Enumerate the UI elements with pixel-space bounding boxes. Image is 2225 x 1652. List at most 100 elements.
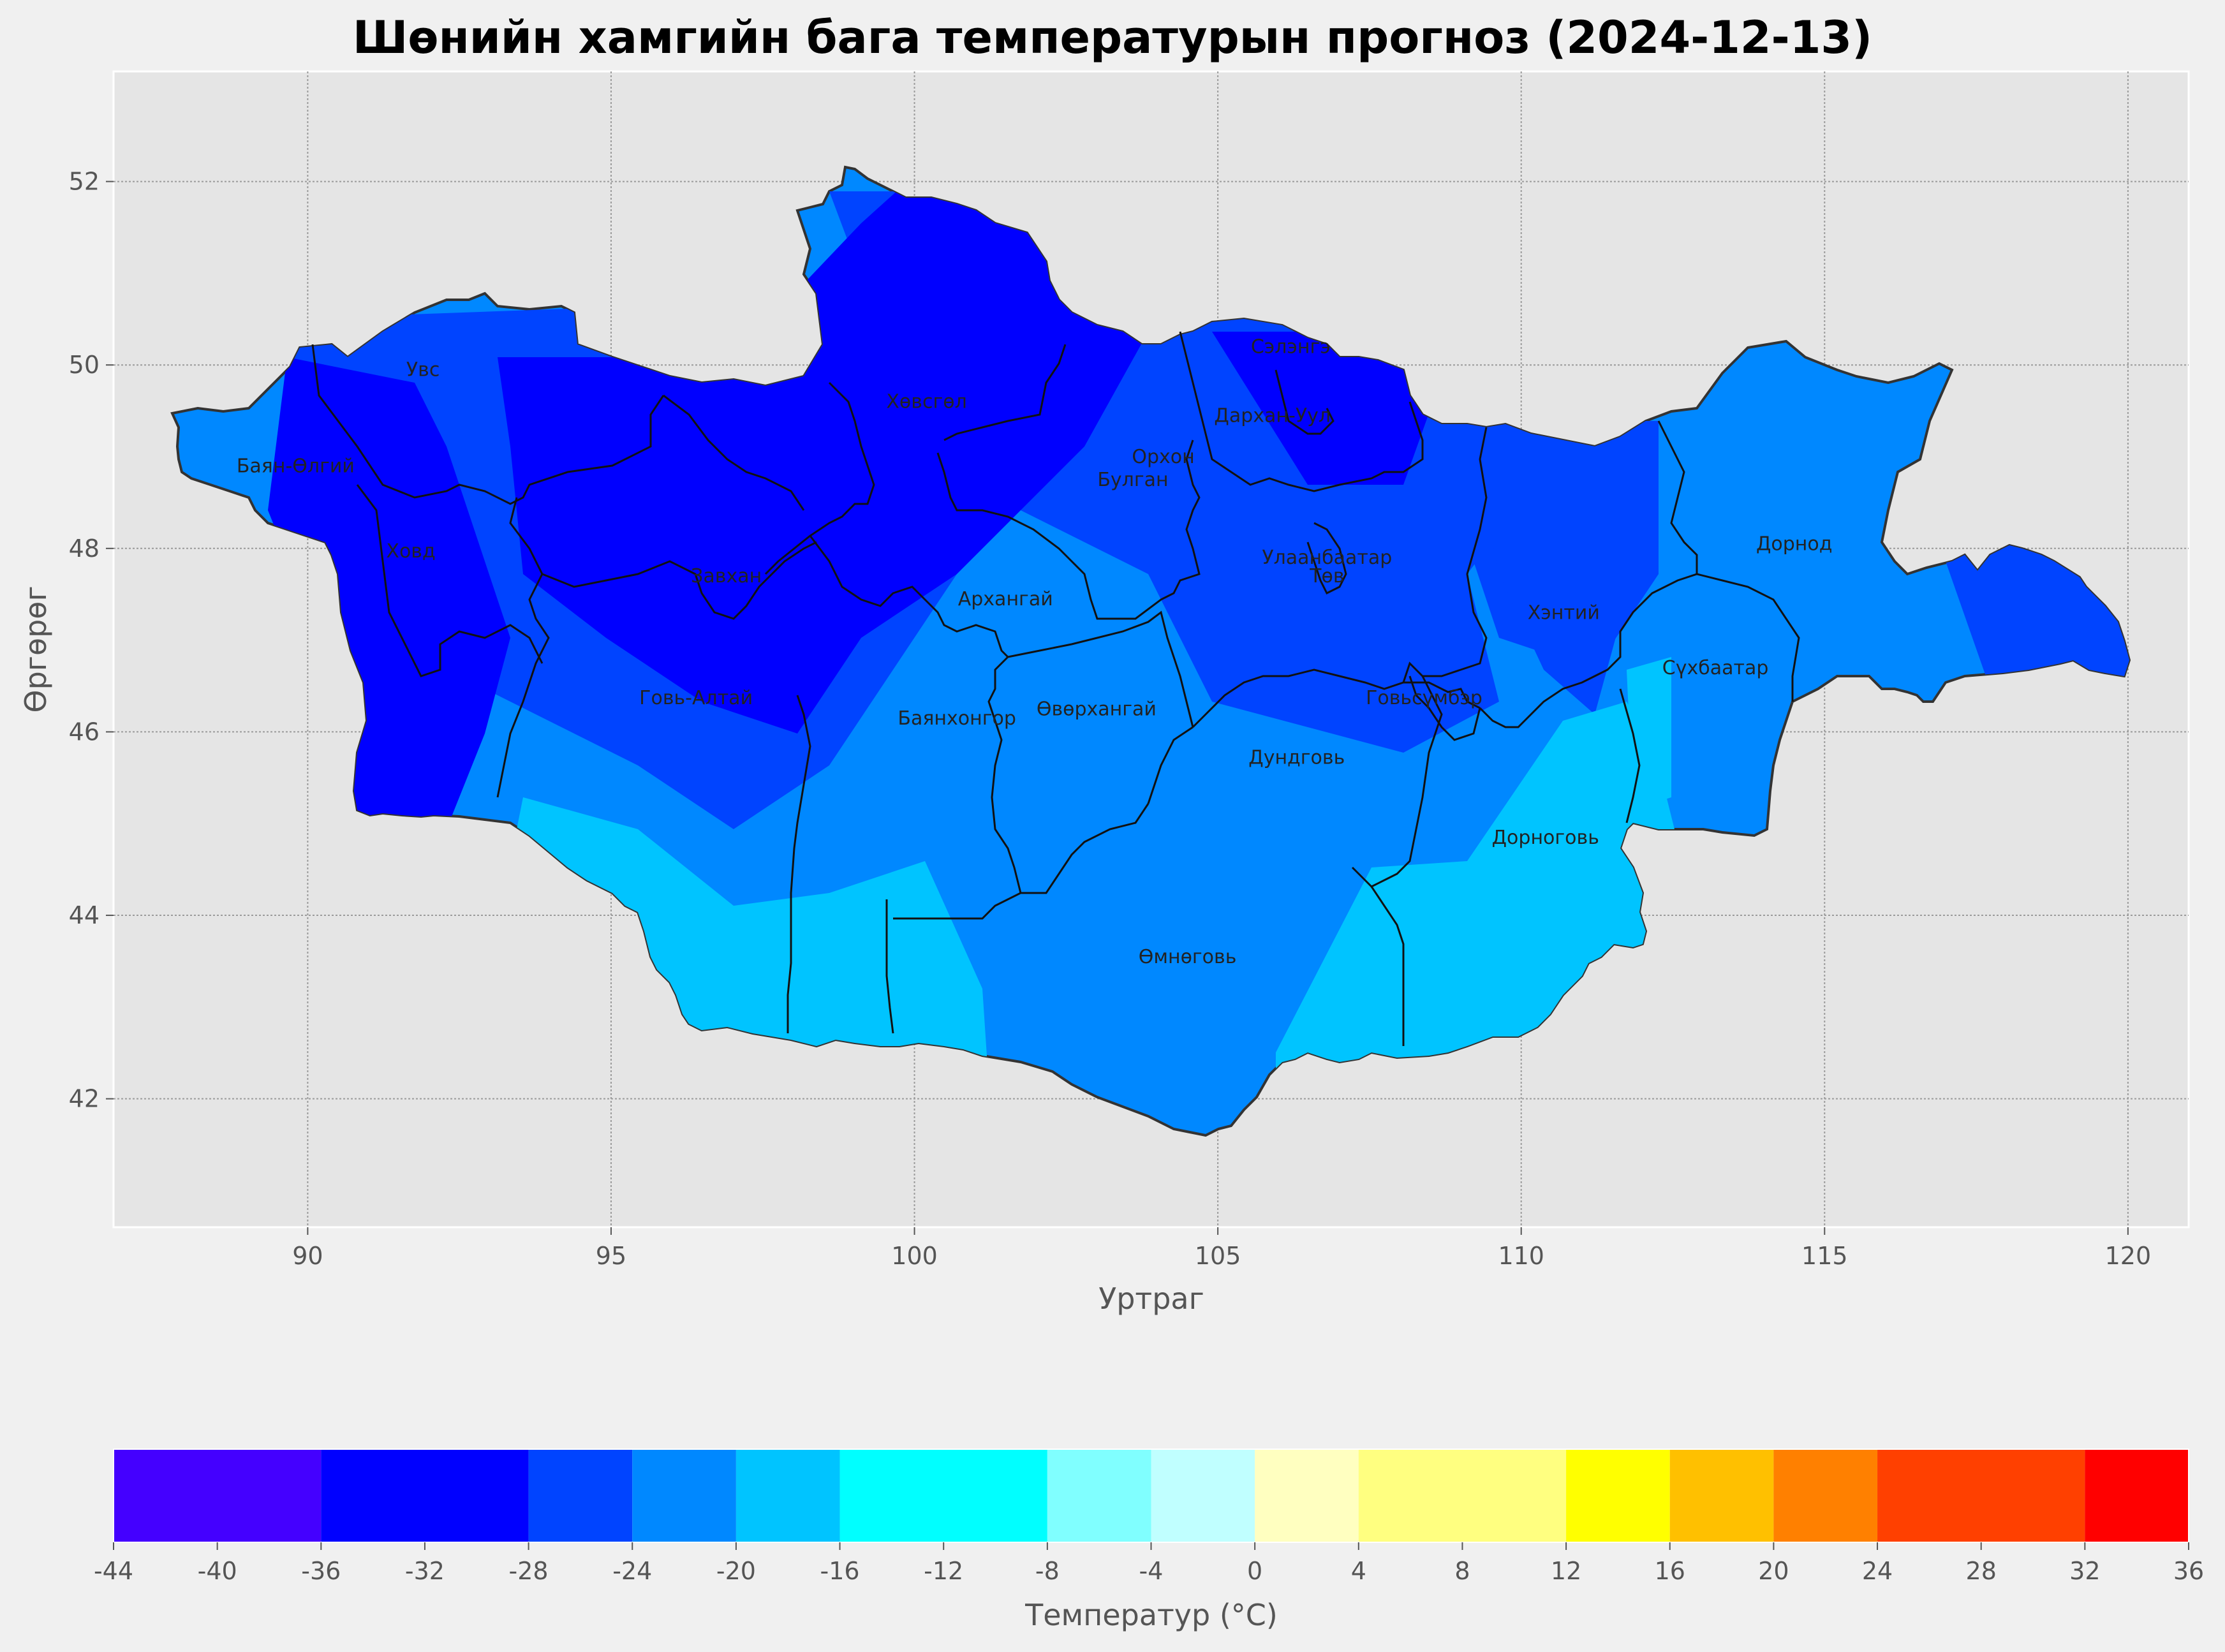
x-tick-label: 115 <box>1801 1242 1848 1270</box>
colorbar-tick-label: 24 <box>1862 1557 1893 1585</box>
province-border <box>764 381 875 575</box>
colorbar-segment <box>839 1449 1047 1542</box>
province-border <box>1007 610 1194 728</box>
colorbar-tick-label: 36 <box>2173 1557 2204 1585</box>
province-border <box>1619 688 1641 823</box>
province-border <box>1696 573 1800 702</box>
province-border <box>496 573 550 798</box>
colorbar-segment <box>1669 1449 1774 1542</box>
colorbar-segment <box>528 1449 633 1542</box>
y-tick-label: 48 <box>69 535 100 563</box>
y-tick-label: 46 <box>69 718 100 746</box>
province-label: Дундговь <box>1248 747 1345 769</box>
y-axis-ticks: 42 44 46 48 50 52 <box>69 168 114 1113</box>
colorbar-tick-label: -20 <box>716 1557 756 1585</box>
colorbar-segment <box>1047 1449 1151 1542</box>
province-label: Хөвсгөл <box>886 391 966 413</box>
colorbar-tick-label: 20 <box>1758 1557 1789 1585</box>
colorbar-segment <box>1255 1449 1359 1542</box>
province-border <box>1192 668 1481 728</box>
province-label: Баянхонгор <box>898 707 1016 730</box>
x-tick-label: 105 <box>1195 1242 1241 1270</box>
province-border <box>509 497 817 620</box>
x-tick-label: 110 <box>1498 1242 1544 1270</box>
province-label: Увс <box>406 358 440 381</box>
colorbar-tick-label: -4 <box>1139 1557 1164 1585</box>
colorbar: -44 -40 -36 -32 -28 -24 -20 -16 -12 -8 -4 0 4 8 12 16 20… <box>94 1449 2204 1585</box>
province-border <box>936 439 1201 620</box>
colorbar-segment <box>2085 1449 2189 1542</box>
province-label: Говьсүмбэр <box>1366 687 1482 709</box>
colorbar-tick-label: 32 <box>2069 1557 2100 1585</box>
province-label: Баян-Өлгий <box>237 455 355 477</box>
province-borders <box>311 331 1800 1046</box>
province-border <box>356 484 543 677</box>
province-border <box>885 899 894 1034</box>
province-border <box>893 803 1149 920</box>
province-border <box>663 394 805 511</box>
colorbar-tick-label: -24 <box>612 1557 652 1585</box>
y-tick-label: 50 <box>69 351 100 379</box>
x-tick-label: 120 <box>2105 1242 2152 1270</box>
colorbar-tick-label: -40 <box>198 1557 237 1585</box>
x-axis-label: Уртраг <box>1098 1281 1204 1316</box>
province-border <box>1147 726 1194 804</box>
colorbar-tick-label: -8 <box>1035 1557 1060 1585</box>
province-border <box>1275 369 1334 435</box>
colorbar-tick-label: 4 <box>1351 1557 1366 1585</box>
province-border <box>1479 420 1698 728</box>
province-label: Орхон <box>1132 446 1194 468</box>
colorbar-tick-label: -12 <box>924 1557 963 1585</box>
province-border <box>943 344 1067 441</box>
province-border <box>809 535 1009 658</box>
province-label: Өмнөговь <box>1139 946 1237 968</box>
province-border <box>987 656 1022 894</box>
colorbar-tick-label: 0 <box>1247 1557 1262 1585</box>
zone-minus28-hentii <box>1467 421 1659 714</box>
province-border <box>311 344 665 505</box>
colorbar-segment <box>736 1449 840 1542</box>
colorbar-tick-label: 8 <box>1454 1557 1470 1585</box>
x-axis-ticks: 90 95 100 105 110 115 120 <box>292 1227 2151 1270</box>
y-tick-label: 42 <box>69 1085 100 1113</box>
colorbar-segment <box>1877 1449 2085 1542</box>
colorbar-tick-label: -36 <box>301 1557 341 1585</box>
province-label: Дархан-Уул <box>1214 404 1331 427</box>
colorbar-tick-label: -44 <box>94 1557 133 1585</box>
province-label: Булган <box>1097 469 1168 491</box>
province-label: Ховд <box>386 540 435 563</box>
y-axis-label: Өргөрөг <box>18 586 53 712</box>
province-label: Завхан <box>691 565 762 587</box>
colorbar-segment <box>1151 1449 1255 1542</box>
colorbar-tick-label: 16 <box>1655 1557 1685 1585</box>
colorbar-tick-label: -28 <box>509 1557 549 1585</box>
colorbar-segment <box>1773 1449 1878 1542</box>
province-label: Хэнтий <box>1528 601 1600 624</box>
colorbar-segment <box>1358 1449 1567 1542</box>
province-label: Говь-Алтай <box>639 687 753 709</box>
colorbar-tick-label: -32 <box>405 1557 445 1585</box>
colorbar-segment <box>321 1449 529 1542</box>
x-tick-label: 100 <box>891 1242 938 1270</box>
zone-minus36-selenge <box>1212 332 1435 485</box>
colorbar-tick-label: 28 <box>1966 1557 1997 1585</box>
province-label: Сэлэнгэ <box>1251 336 1331 358</box>
zone-minus36-west <box>268 357 510 829</box>
x-tick-label: 95 <box>596 1242 626 1270</box>
province-border <box>1179 331 1424 492</box>
province-border <box>787 695 811 1033</box>
colorbar-segment <box>1566 1449 1670 1542</box>
province-label: Сүхбаатар <box>1662 657 1769 679</box>
colorbar-label: Температур (°C) <box>1024 1598 1278 1632</box>
province-label: Өвөрхангай <box>1037 698 1157 720</box>
province-label: Төв <box>1309 565 1344 587</box>
province-border <box>1408 675 1481 741</box>
zone-minus36-north <box>925 268 1084 395</box>
province-border <box>1351 675 1443 888</box>
y-tick-label: 52 <box>69 168 100 196</box>
colorbar-tick-label: 12 <box>1551 1557 1581 1585</box>
colorbar-tick-label: -16 <box>820 1557 860 1585</box>
province-label: Улаанбаатар <box>1262 547 1392 569</box>
y-tick-label: 44 <box>69 901 100 929</box>
